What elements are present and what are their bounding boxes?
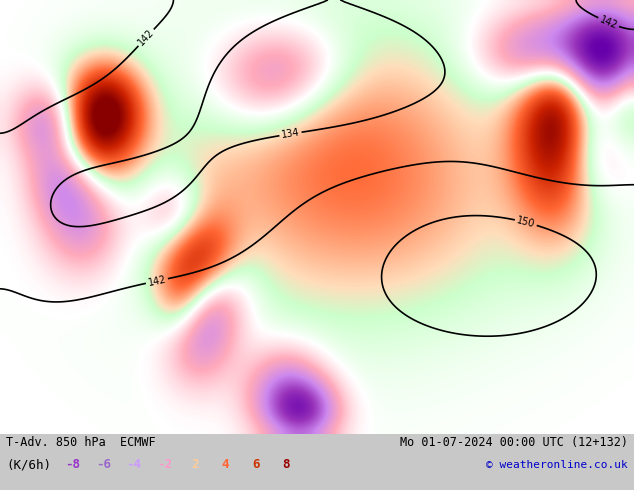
Text: -4: -4 <box>126 458 141 471</box>
Text: © weatheronline.co.uk: © weatheronline.co.uk <box>486 460 628 469</box>
Text: -8: -8 <box>65 458 81 471</box>
Text: Mo 01-07-2024 00:00 UTC (12+132): Mo 01-07-2024 00:00 UTC (12+132) <box>399 437 628 449</box>
Text: 142: 142 <box>136 27 156 48</box>
Text: 134: 134 <box>281 127 301 140</box>
Text: 6: 6 <box>252 458 259 471</box>
Text: 142: 142 <box>598 14 619 31</box>
Text: 8: 8 <box>282 458 290 471</box>
Text: -6: -6 <box>96 458 111 471</box>
Text: (K/6h): (K/6h) <box>6 458 51 471</box>
Text: 4: 4 <box>221 458 229 471</box>
Text: 150: 150 <box>515 215 536 229</box>
Text: 142: 142 <box>147 274 167 288</box>
Text: 2: 2 <box>191 458 198 471</box>
Text: -2: -2 <box>157 458 172 471</box>
Text: T-Adv. 850 hPa  ECMWF: T-Adv. 850 hPa ECMWF <box>6 437 156 449</box>
